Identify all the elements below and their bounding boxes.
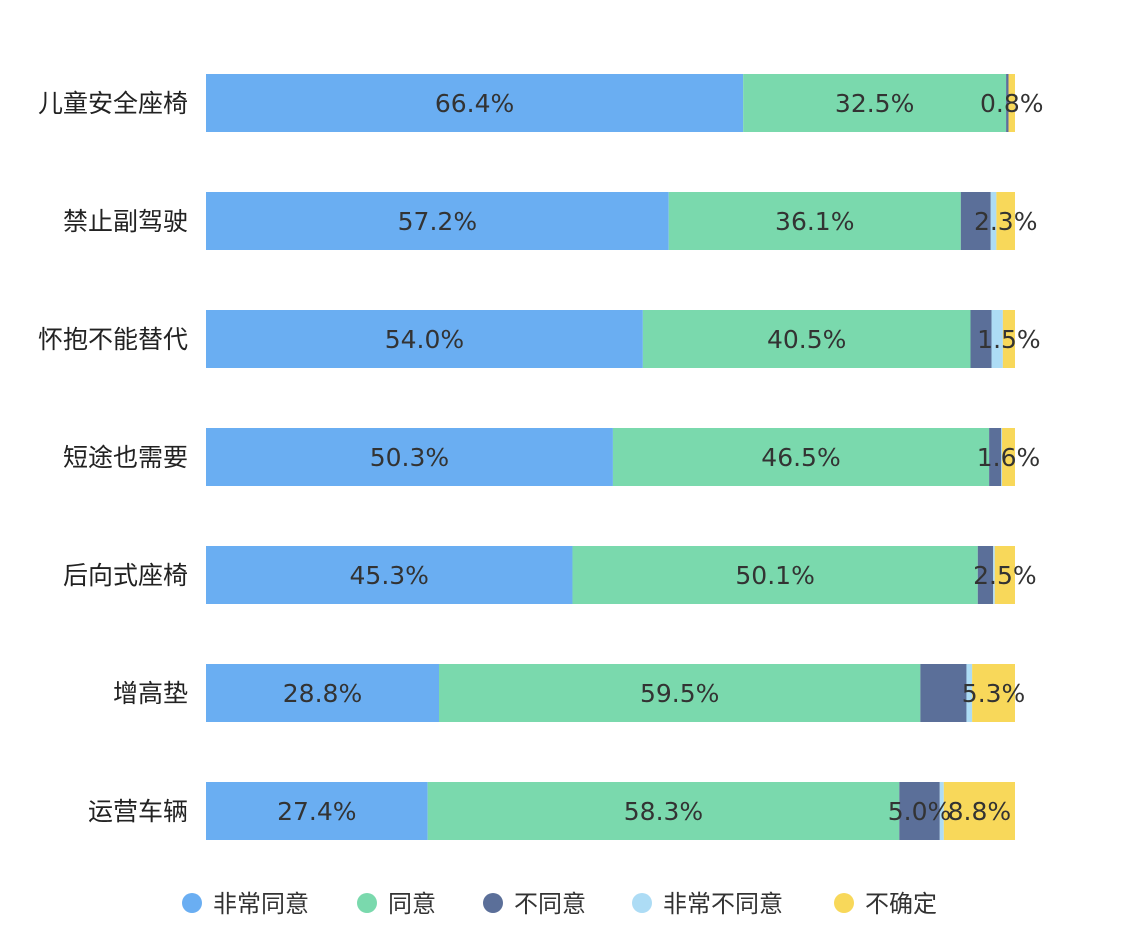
bar-segment [206,428,613,486]
legend-label: 非常同意 [213,890,309,918]
bar-segment [438,664,921,722]
data-label: 2.3% [974,207,1038,236]
category-label: 儿童安全座椅 [38,89,188,118]
bar-segment [206,546,573,604]
data-label: 5.3% [962,679,1026,708]
category-label: 后向式座椅 [63,561,188,590]
bar-segment [977,546,994,604]
legend-label: 不确定 [865,890,937,918]
data-label: 54.0% [385,325,464,354]
data-label: 5.0% [888,797,952,826]
bar-segment [994,546,1015,604]
data-label: 28.8% [283,679,362,708]
bar-segment [1008,74,1015,132]
bar-segment [970,310,992,368]
legend-marker [483,893,503,913]
data-label: 32.5% [835,89,914,118]
bar-segment [991,310,1003,368]
bar-segment [1002,428,1015,486]
bar-segment [206,310,643,368]
bar-segment [206,192,669,250]
data-label: 46.5% [761,443,840,472]
data-label: 45.3% [350,561,429,590]
bar-segment [427,782,900,840]
data-label: 66.4% [435,89,514,118]
legend-label: 同意 [388,890,436,918]
category-label: 短途也需要 [63,443,188,472]
data-label: 2.5% [973,561,1037,590]
bar-segment [668,192,961,250]
bar-segment [642,310,971,368]
data-label: 50.3% [370,443,449,472]
legend-marker [357,893,377,913]
bar-segment [612,428,990,486]
legend-marker [182,893,202,913]
bar-segment [206,74,744,132]
category-label: 禁止副驾驶 [63,207,188,236]
bar-segment [996,192,1015,250]
bar-segment [993,546,995,604]
bar-segment [206,664,439,722]
data-label: 59.5% [640,679,719,708]
data-label: 58.3% [624,797,703,826]
legend-label: 不同意 [514,890,586,918]
data-label: 1.5% [977,325,1041,354]
bar-segment [990,192,997,250]
legend-marker [632,893,652,913]
legend-marker [834,893,854,913]
data-label: 27.4% [277,797,356,826]
category-label: 运营车辆 [88,797,188,826]
bar-segment [966,664,973,722]
category-label: 怀抱不能替代 [38,325,188,354]
bar-segment [989,428,1002,486]
bar-segment [1006,74,1009,132]
bar-segment [899,782,940,840]
legend-label: 非常不同意 [663,890,783,918]
data-label: 40.5% [767,325,846,354]
bar-segment [743,74,1007,132]
bar-segment [1001,428,1003,486]
category-label: 增高垫 [113,679,188,708]
bar-segment [920,664,967,722]
bar-segment [960,192,991,250]
bar-segment [206,782,428,840]
bar-segment [939,782,944,840]
data-label: 0.8% [980,89,1044,118]
data-label: 1.6% [977,443,1041,472]
bar-segment [972,664,1015,722]
bar-segment [1002,310,1015,368]
bar-segment [572,546,978,604]
data-label: 8.8% [948,797,1012,826]
bar-segment [943,782,1015,840]
data-label: 57.2% [398,207,477,236]
data-label: 50.1% [735,561,814,590]
data-label: 36.1% [775,207,854,236]
